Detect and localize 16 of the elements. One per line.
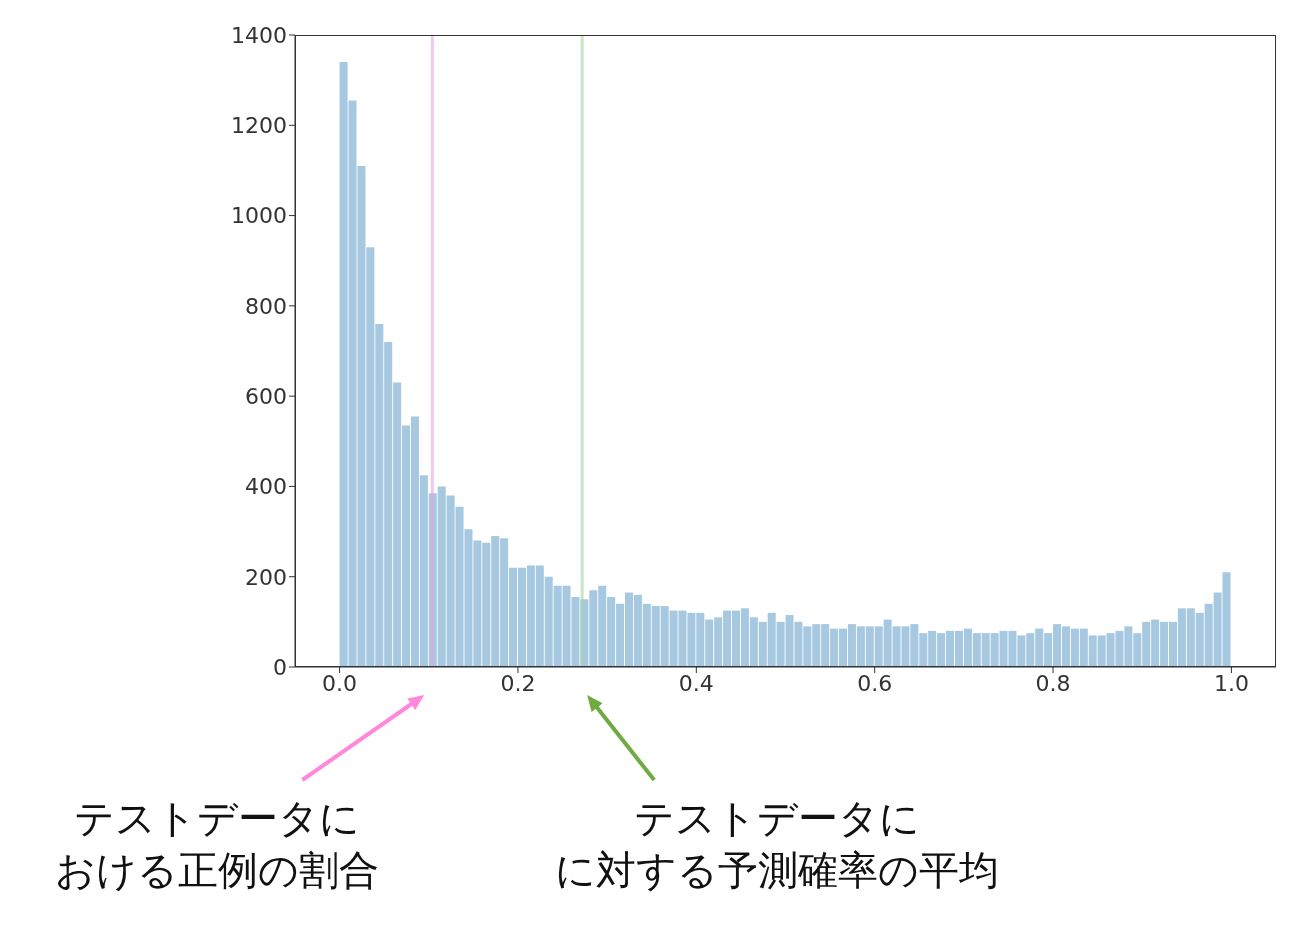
y-tick-label: 0 <box>273 654 287 680</box>
x-tick-label: 0.0 <box>322 670 358 696</box>
x-tick-label: 0.6 <box>857 670 893 696</box>
y-tick-label: 800 <box>245 293 287 319</box>
text: テストデータにおける正例の割合 <box>55 795 380 893</box>
y-tick-label: 400 <box>245 474 287 500</box>
text: テストデータにに対する予測確率の平均 <box>555 795 1000 893</box>
x-tick-label: 1.0 <box>1213 670 1249 696</box>
y-tick-label: 1200 <box>231 113 287 139</box>
y-tick-label: 1400 <box>231 22 287 48</box>
x-tick-label: 0.2 <box>500 670 536 696</box>
x-tick-label: 0.8 <box>1035 670 1071 696</box>
y-tick-label: 600 <box>245 383 287 409</box>
x-tick-label: 0.4 <box>678 670 714 696</box>
y-tick-label: 1000 <box>231 203 287 229</box>
y-tick-label: 200 <box>245 564 287 590</box>
